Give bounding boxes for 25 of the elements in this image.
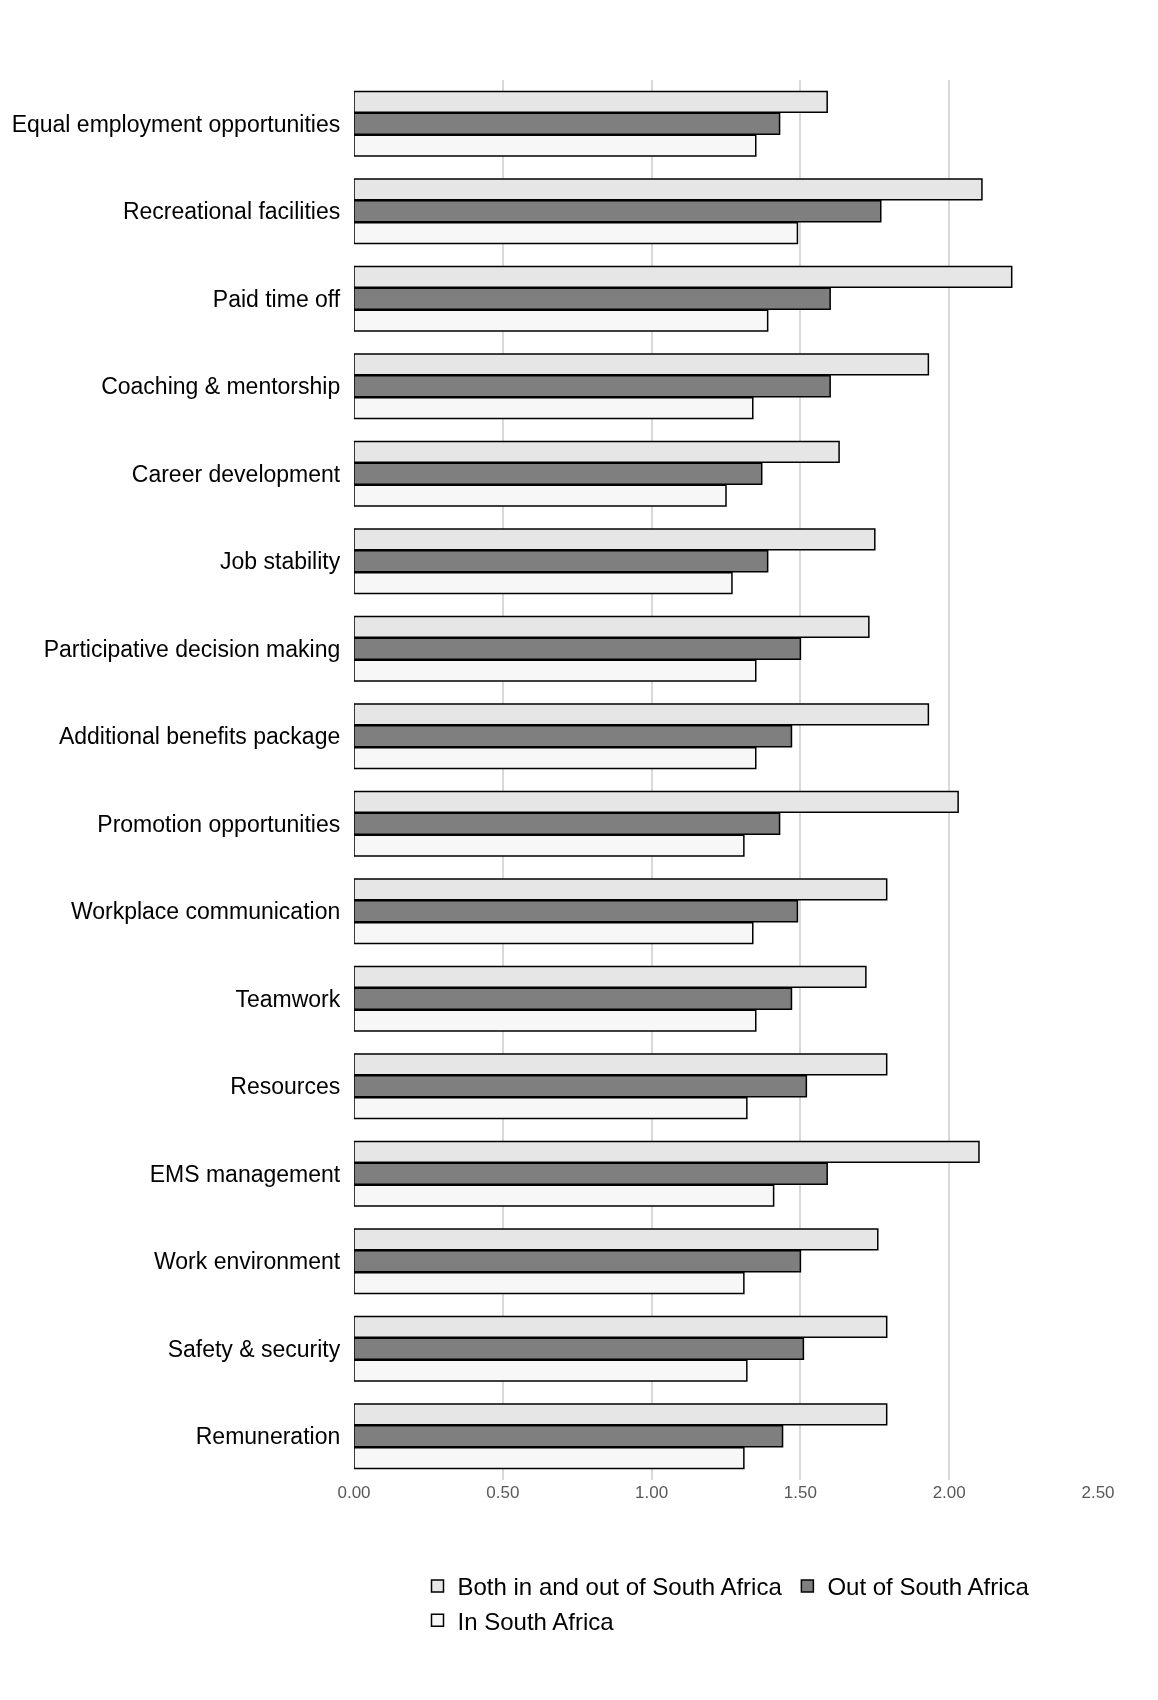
y-tick-label: Participative decision making (43, 635, 353, 662)
x-tick-label: 1.50 (783, 1483, 817, 1502)
legend-label: Out of South Africa (827, 1573, 1030, 1601)
y-tick-label: Workplace communication (70, 898, 353, 925)
y-tick-label: Job stability (220, 548, 353, 575)
y-tick-label: Safety & security (167, 1335, 353, 1362)
x-tick-label: 0.50 (486, 1483, 520, 1502)
y-tick-label: Paid time off (212, 285, 353, 312)
y-tick-label: Work environment (154, 1248, 353, 1275)
y-tick-label: EMS management (149, 1160, 353, 1187)
y-tick-label: Recreational facilities (122, 198, 353, 225)
legend-label: Both in and out of South Africa (457, 1573, 783, 1601)
y-tick-label: Career development (131, 460, 353, 487)
y-tick-label: Teamwork (235, 985, 353, 1012)
x-tick-label: 0.00 (337, 1483, 371, 1502)
y-tick-label: Coaching & mentorship (101, 373, 353, 400)
legend-label: In South Africa (457, 1607, 615, 1635)
y-tick-label: Remuneration (195, 1423, 353, 1450)
y-tick-label: Resources (230, 1073, 353, 1100)
y-tick-label: Equal employment opportunities (11, 110, 353, 137)
y-tick-label: Promotion opportunities (97, 810, 353, 837)
x-tick-label: 2.00 (932, 1483, 966, 1502)
x-tick-label: 2.50 (1081, 1483, 1115, 1502)
x-tick-label: 1.00 (635, 1483, 669, 1502)
y-tick-label: Additional benefits package (58, 723, 353, 750)
